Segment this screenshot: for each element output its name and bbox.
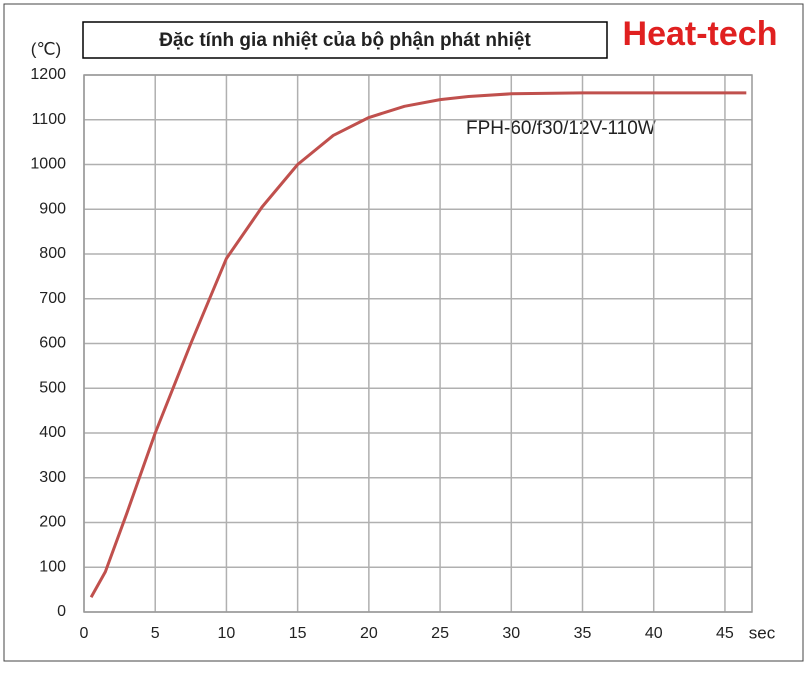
- chart-title: Đặc tính gia nhiệt của bộ phận phát nhiệ…: [159, 30, 531, 51]
- frame: [3, 3, 804, 662]
- x-axis-label: sec: [749, 623, 776, 642]
- y-tick-label: 200: [39, 514, 66, 531]
- line: [89, 91, 747, 598]
- annotation: FPH-60/f30/12V-110W: [466, 118, 656, 139]
- y-tick-label: 700: [39, 290, 66, 307]
- y-tick-label: 500: [39, 379, 66, 396]
- x-tick-label: 25: [431, 625, 449, 642]
- y-tick-label: 1000: [30, 156, 66, 173]
- x-tick-label: 45: [716, 625, 734, 642]
- y-tick-label: 900: [39, 200, 66, 217]
- y-tick-label: 1100: [32, 111, 67, 128]
- x-tick-label: 15: [289, 625, 307, 642]
- y-tick-label: 1200: [30, 66, 66, 83]
- x-tick-label: 30: [502, 625, 520, 642]
- x-tick-label: 0: [80, 625, 89, 642]
- y-tick-label: 300: [39, 469, 66, 486]
- x-tick-label: 5: [151, 625, 160, 642]
- plot-border: [83, 74, 753, 613]
- y-tick-label: 100: [39, 558, 66, 575]
- y-tick-label: 800: [39, 245, 66, 262]
- x-tick-label: 10: [218, 625, 236, 642]
- y-tick-label: 600: [39, 335, 66, 352]
- y-tick-label: 400: [39, 424, 66, 441]
- y-axis-label: (℃): [31, 39, 61, 58]
- y-tick-label: 0: [57, 603, 66, 620]
- x-tick-label: 20: [360, 625, 378, 642]
- title-box: [82, 21, 608, 59]
- x-tick-label: 35: [574, 625, 592, 642]
- x-tick-label: 40: [645, 625, 663, 642]
- brand: Heat-tech: [623, 15, 778, 53]
